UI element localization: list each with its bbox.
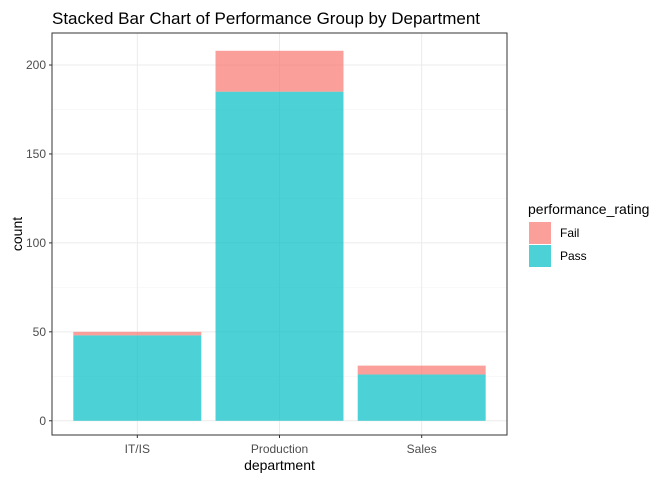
bar-it-is-fail [73,331,202,336]
legend-items: Fail Pass [529,222,587,267]
y-tick-label: 0 [39,414,46,428]
x-axis-title: department [244,457,315,473]
legend: performance_rating Fail Pass [528,201,649,267]
bar-production-fail [215,50,344,92]
x-tick-label: Production [251,442,308,456]
y-tick-label: 100 [26,236,46,250]
legend-label-fail: Fail [560,226,579,240]
y-axis: 0 50 100 150 200 [26,58,52,428]
bar-it-is-pass [73,335,202,421]
x-tick-label: IT/IS [125,442,150,456]
y-axis-title: count [9,217,25,251]
x-tick-label: Sales [407,442,437,456]
bar-sales-pass [357,374,486,421]
bar-sales-fail [357,365,486,375]
y-tick-label: 200 [26,58,46,72]
y-tick-label: 50 [33,325,47,339]
y-tick-label: 150 [26,147,46,161]
x-axis: IT/IS Production Sales [125,435,437,456]
legend-title: performance_rating [528,201,649,217]
bars [73,50,486,421]
bar-production-pass [215,91,344,421]
chart-title: Stacked Bar Chart of Performance Group b… [52,9,480,28]
legend-label-pass: Pass [560,249,587,263]
legend-key-fail [529,222,551,244]
legend-key-pass [529,245,551,267]
